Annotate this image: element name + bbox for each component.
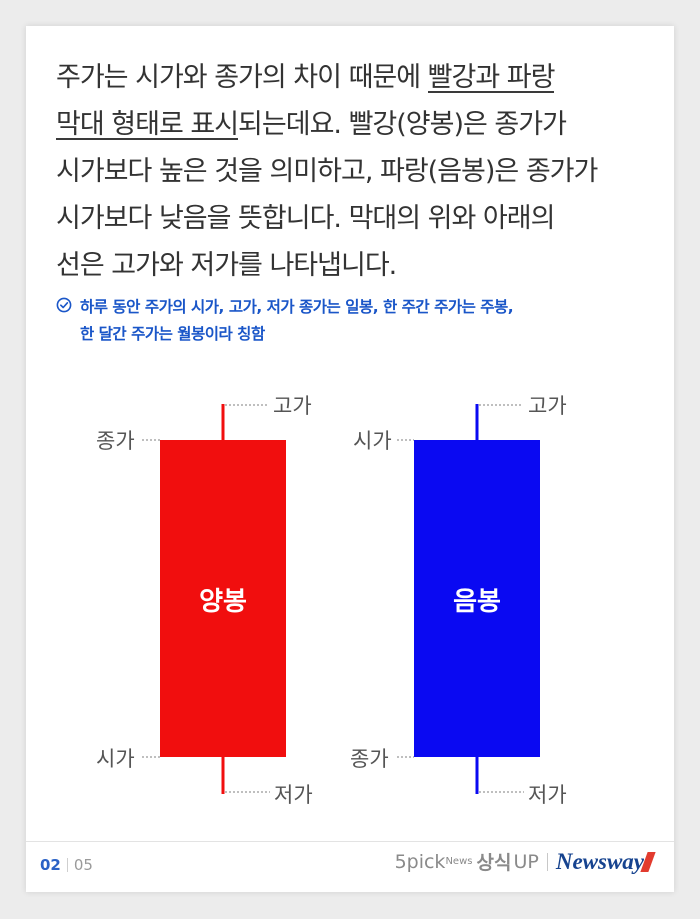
bull-bottom-label: 시가 (96, 747, 135, 771)
check-circle-icon (56, 297, 72, 313)
intro-highlight-red-blue: 빨강과 파랑 (427, 62, 556, 93)
brand-up: UP (513, 850, 539, 873)
bear-body-label: 음봉 (453, 587, 501, 617)
page-divider (66, 858, 68, 872)
bull-candle: 종가 시가 고가 저가 양봉 (96, 394, 313, 807)
intro-line1-text: 주가는 시가와 종가의 차이 때문에 (56, 62, 428, 93)
bull-top-label: 종가 (96, 429, 135, 453)
note-text: 하루 동안 주가의 시가, 고가, 저가 종가는 일봉, 한 주간 주가는 주봉… (80, 294, 514, 348)
intro-line4: 시가보다 낮음을 뜻합니다. 막대의 위와 아래의 (56, 203, 555, 234)
footer-divider (26, 841, 674, 842)
note: 하루 동안 주가의 시가, 고가, 저가 종가는 일봉, 한 주간 주가는 주봉… (56, 294, 656, 348)
bull-low-label: 저가 (274, 783, 313, 807)
newsway-logo: Newsway (555, 848, 656, 875)
newsway-logo-text: Newsway (555, 848, 644, 874)
page-total: 05 (73, 856, 93, 874)
brand-5pick: 5pick (394, 850, 446, 873)
brand-sangsik: 상식 (476, 852, 512, 874)
note-line-2: 한 달간 주가는 월봉이라 칭함 (80, 325, 265, 343)
intro-highlight-bar-form: 막대 형태로 표시 (56, 109, 239, 140)
brand-logo: 5pick News 상식 UP Newsway (394, 848, 656, 875)
page-indicator: 02 05 (40, 856, 93, 874)
note-line-1: 하루 동안 주가의 시가, 고가, 저가 종가는 일봉, 한 주간 주가는 주봉… (80, 298, 514, 316)
bear-body (414, 440, 540, 757)
page-current: 02 (40, 856, 61, 874)
bull-high-label: 고가 (273, 394, 312, 418)
candlestick-diagram: 종가 시가 고가 저가 양봉 시가 종가 고가 저가 음봉 (96, 394, 567, 807)
bear-high-label: 고가 (528, 394, 567, 418)
bear-bottom-label: 종가 (350, 747, 389, 771)
intro-line2-text: 되는데요. 빨강(양봉)은 종가가 (238, 109, 567, 140)
brand-divider (546, 852, 548, 871)
brand-news: News (445, 856, 473, 867)
bull-body-label: 양봉 (199, 587, 247, 617)
intro-paragraph: 주가는 시가와 종가의 차이 때문에 빨강과 파랑 막대 형태로 표시되는데요.… (56, 54, 656, 289)
bear-top-label: 시가 (353, 429, 392, 453)
bear-low-label: 저가 (528, 783, 567, 807)
card: 주가는 시가와 종가의 차이 때문에 빨강과 파랑 막대 형태로 표시되는데요.… (26, 26, 674, 892)
intro-line5: 선은 고가와 저가를 나타냅니다. (56, 250, 397, 281)
intro-line3: 시가보다 높은 것을 의미하고, 파랑(음봉)은 종가가 (56, 156, 598, 187)
bull-body (160, 440, 286, 757)
bear-candle: 시가 종가 고가 저가 음봉 (350, 394, 567, 807)
